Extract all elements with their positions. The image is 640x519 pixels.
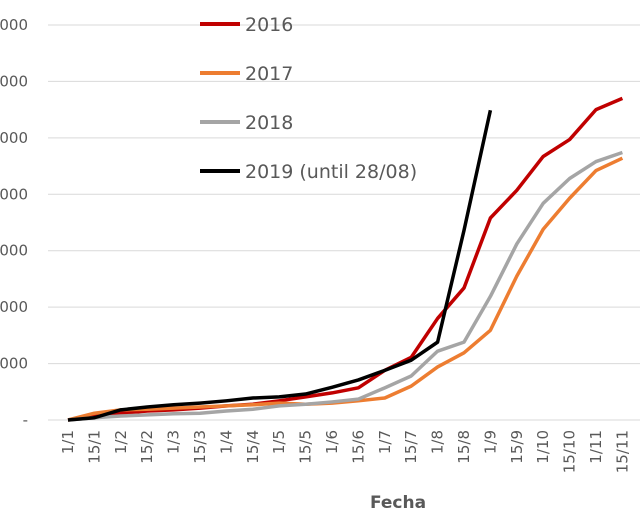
series-line bbox=[67, 109, 493, 422]
y-tick-label: 1,000 bbox=[0, 355, 28, 373]
series-line bbox=[67, 150, 623, 422]
legend-label: 2019 (until 28/08) bbox=[245, 161, 417, 183]
x-tick-label: 1/7 bbox=[376, 430, 394, 454]
y-tick-label: 2,000 bbox=[0, 298, 28, 316]
y-tick-label: 7,000 bbox=[0, 16, 28, 34]
series-line bbox=[67, 96, 624, 422]
x-tick-label: 15/5 bbox=[297, 430, 315, 464]
x-tick-label: 1/6 bbox=[323, 430, 341, 454]
x-tick-label: 15/4 bbox=[244, 430, 262, 464]
x-tick-label: 1/4 bbox=[217, 430, 235, 454]
x-tick-label: 15/9 bbox=[508, 430, 526, 464]
y-tick-label: 4,000 bbox=[0, 185, 28, 203]
x-tick-label: 1/1 bbox=[59, 430, 77, 454]
x-tick-label: 15/8 bbox=[455, 430, 473, 464]
x-tick-label: 1/10 bbox=[534, 430, 552, 464]
series-line bbox=[67, 156, 624, 422]
x-tick-label: 15/1 bbox=[85, 430, 103, 464]
x-tick-label: 15/10 bbox=[561, 430, 579, 473]
x-tick-label: 1/11 bbox=[587, 430, 605, 464]
legend-label: 2018 bbox=[245, 112, 293, 134]
legend-label: 2017 bbox=[245, 63, 293, 85]
y-tick-label: 5,000 bbox=[0, 129, 28, 147]
x-tick-label: 1/5 bbox=[270, 430, 288, 454]
x-tick-label: 15/2 bbox=[138, 430, 156, 464]
x-tick-label: 15/7 bbox=[402, 430, 420, 464]
x-tick-label: 15/11 bbox=[613, 430, 631, 473]
x-tick-label: 15/3 bbox=[191, 430, 209, 464]
x-tick-label: 1/3 bbox=[165, 430, 183, 454]
y-tick-label: 6,000 bbox=[0, 72, 28, 90]
y-tick-label: - bbox=[23, 411, 28, 429]
x-tick-label: 1/8 bbox=[429, 430, 447, 454]
y-tick-label: 3,000 bbox=[0, 242, 28, 260]
x-tick-label: 15/6 bbox=[349, 430, 367, 464]
x-tick-label: 1/2 bbox=[112, 430, 130, 454]
legend-label: 2016 bbox=[245, 14, 293, 36]
x-tick-label: 1/9 bbox=[481, 430, 499, 454]
x-axis-label: Fecha bbox=[370, 493, 426, 513]
